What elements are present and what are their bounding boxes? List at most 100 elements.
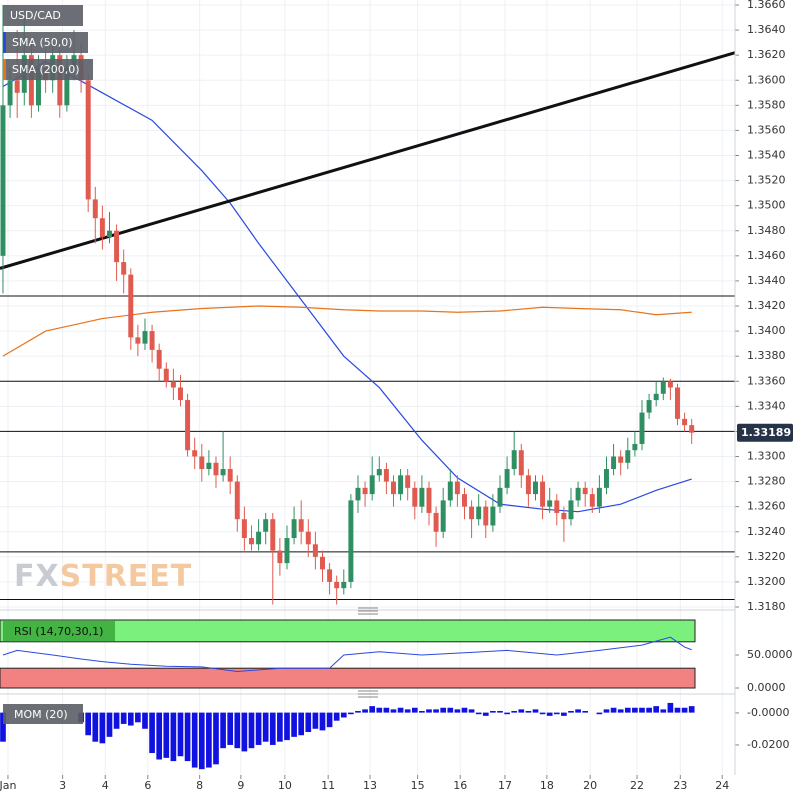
candle-body	[454, 481, 460, 495]
candle-body	[256, 531, 262, 545]
mom-bar	[681, 707, 688, 713]
candle-body	[334, 581, 340, 589]
mom-bar	[284, 712, 290, 741]
candle-body	[355, 487, 361, 501]
candle-body	[284, 538, 290, 564]
mom-bar	[120, 712, 127, 724]
mom-bar	[99, 712, 106, 744]
candle-body	[462, 494, 467, 507]
candle-body	[440, 500, 446, 532]
mom-bar	[553, 712, 560, 715]
candle-body	[291, 519, 297, 539]
mom-bar	[603, 709, 610, 713]
mom-bar	[163, 712, 170, 758]
candle-body	[92, 199, 98, 219]
mom-bar	[85, 712, 92, 736]
x-tick-label: 15	[411, 779, 425, 792]
x-tick-label: 3	[59, 779, 66, 792]
mom-bar	[184, 712, 191, 762]
x-tick-label: 22	[630, 779, 644, 792]
candle-body	[213, 462, 219, 476]
mom-bar	[362, 709, 368, 713]
candle-body	[433, 512, 439, 532]
mom-bar	[0, 712, 6, 742]
mom-bar	[568, 710, 574, 713]
candle-body	[369, 475, 375, 495]
y-tick-label: 1.3400	[747, 324, 786, 337]
mom-bar	[262, 712, 269, 742]
legend-swatch	[3, 32, 6, 53]
candle-body	[511, 450, 517, 470]
y-tick-label: 1.3660	[747, 0, 786, 11]
candle-body	[156, 349, 162, 369]
mom-bar	[170, 712, 177, 762]
y-tick-label: 1.3260	[747, 500, 786, 513]
legend-box	[3, 32, 88, 53]
mom-bar	[532, 709, 539, 713]
mom-bar	[617, 709, 624, 713]
mom-bar	[468, 709, 475, 713]
mom-bar	[674, 707, 681, 713]
mom-bar	[440, 707, 447, 713]
mom-bar	[248, 712, 255, 749]
candle-body	[149, 331, 155, 350]
candle-body	[263, 519, 269, 532]
mom-bar	[482, 712, 489, 716]
mom-bar	[624, 707, 631, 713]
y-tick-label: 1.3500	[747, 199, 786, 212]
candle-body	[611, 456, 617, 470]
candle-body	[0, 105, 6, 256]
candle-body	[568, 500, 574, 520]
candle-body	[632, 443, 638, 451]
mom-bar	[667, 702, 674, 713]
x-tick-label: 24	[715, 779, 729, 792]
candle-body	[177, 387, 183, 401]
y-tick-label: 1.3380	[747, 349, 786, 362]
candle-body	[142, 331, 148, 344]
candle-body	[426, 487, 432, 513]
x-tick-label: 10	[278, 779, 292, 792]
legend-label: SMA (200,0)	[12, 63, 80, 76]
mom-bar	[177, 712, 184, 757]
mom-bar	[333, 712, 340, 721]
axes: 1.3660 1.3640 1.3620 1.3600 1.3580 1.3560 1.35…	[0, 0, 793, 792]
mom-bar	[213, 712, 219, 765]
mom-bar	[490, 710, 496, 713]
candle-body	[227, 469, 233, 482]
mom-bar	[135, 712, 141, 723]
candle-body	[547, 500, 553, 507]
mom-bar	[646, 707, 652, 713]
legend-box	[3, 59, 93, 80]
resize-grip[interactable]	[358, 607, 378, 615]
mom-bar	[312, 712, 319, 729]
candle-body	[305, 531, 311, 545]
x-tick-label: 4	[102, 779, 109, 792]
mom-bar	[433, 709, 439, 713]
mom-bar	[639, 707, 645, 713]
y-tick-label: 1.3520	[747, 174, 786, 187]
mom-bar	[561, 712, 567, 716]
candle-body	[596, 487, 602, 507]
legend-box	[3, 5, 83, 26]
mom-bar	[475, 712, 482, 715]
legend-label: USD/CAD	[10, 9, 61, 22]
candle-body	[483, 506, 489, 526]
candle-body	[312, 544, 318, 557]
resize-grip[interactable]	[358, 690, 378, 698]
mom-bar	[127, 712, 134, 726]
legend-swatch	[3, 59, 6, 80]
mom-bar	[411, 707, 418, 713]
candle-body	[383, 469, 389, 482]
mom-bar	[348, 712, 354, 715]
candle-body	[582, 487, 588, 495]
candle-body	[618, 456, 624, 463]
mom-bar	[610, 707, 617, 713]
mom-bar	[191, 712, 198, 768]
candle-body	[206, 462, 212, 470]
mom-bar	[461, 707, 468, 713]
mom-bar	[454, 709, 461, 713]
candle-body	[660, 381, 666, 394]
mom-bar	[511, 710, 518, 713]
main-plot	[0, 5, 736, 605]
